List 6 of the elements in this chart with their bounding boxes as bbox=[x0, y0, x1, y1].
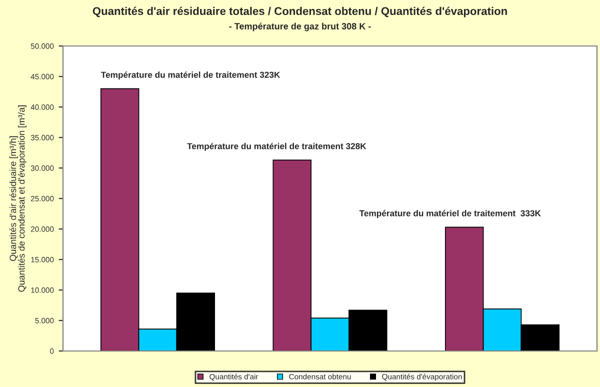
annotation: Température du matériel de traitement 328K bbox=[187, 142, 366, 151]
chart-title: Quantités d'air résiduaire totales / Condensat obtenu / Quantités d'évaporation bbox=[92, 6, 507, 18]
y-axis-title: Quantités d'air résiduaire [m³/h] Quantités de condensat et d'évaporation [m³/a] bbox=[9, 105, 26, 292]
annotation: Température du matériel de traitement 323K bbox=[100, 71, 280, 80]
annotation: Température du matériel de traitement 333K bbox=[359, 210, 541, 218]
chart-subtitle: - Température de gaz brut 308 K - bbox=[229, 22, 371, 32]
